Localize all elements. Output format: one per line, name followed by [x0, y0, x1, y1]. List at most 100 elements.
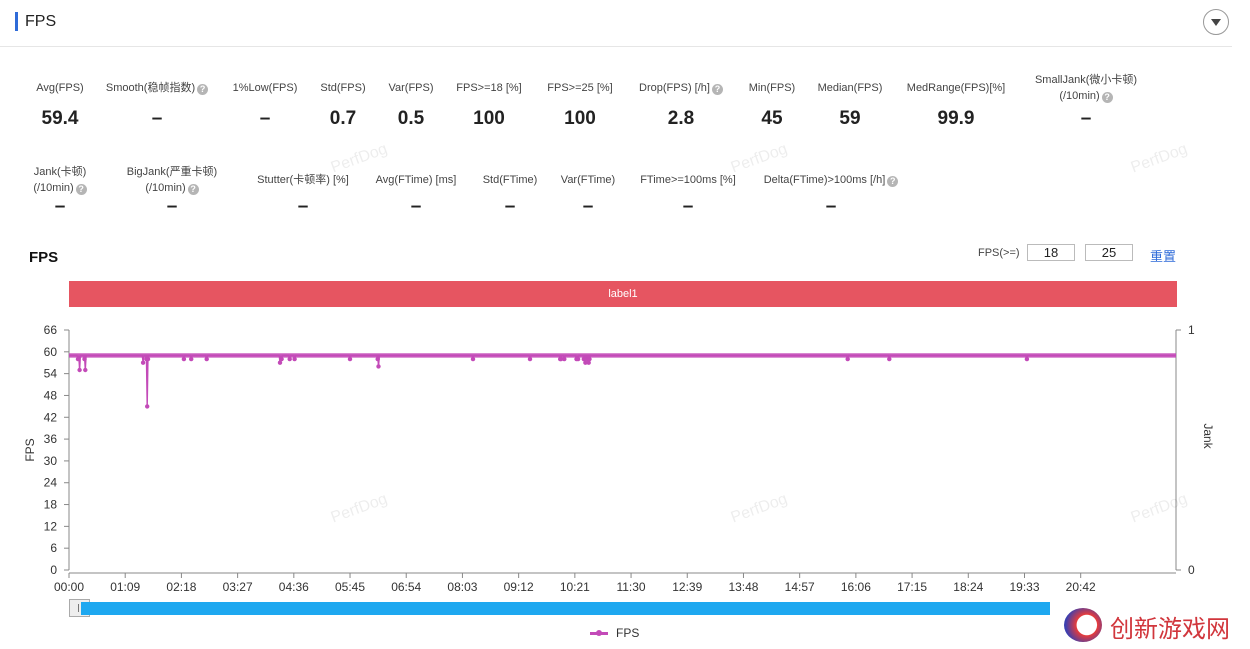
- collapse-toggle-icon[interactable]: [1203, 9, 1229, 35]
- fps-data-point: [75, 356, 81, 362]
- metric-metrics_row2-2: Stutter(卡顿率) [%] –: [248, 172, 358, 217]
- x-tick-label: 10:21: [560, 580, 590, 594]
- metric-label: Avg(FPS): [36, 82, 84, 94]
- metric-value: 0.5: [397, 108, 425, 129]
- fps-data-point: [292, 356, 297, 362]
- metric-metrics_row2-0: Jank(卡顿) (/10min)? –: [18, 164, 102, 217]
- y2-tick-label: 0: [1188, 563, 1195, 577]
- y-tick-label: 6: [50, 541, 57, 555]
- metric-metrics_row1-10: MedRange(FPS)[%] 99.9: [898, 80, 1014, 129]
- metric-value: 2.8: [667, 108, 695, 129]
- fps-data-point: [887, 356, 892, 362]
- metric-metrics_row1-1: Smooth(稳帧指数)? –: [104, 80, 210, 129]
- help-icon[interactable]: ?: [1101, 92, 1113, 103]
- brand-logo: 创新游戏网: [1064, 606, 1244, 644]
- legend-swatch: [590, 630, 608, 637]
- fps-data-point: [287, 356, 292, 362]
- metric-metrics_row2-4: Std(FTime) –: [470, 172, 550, 217]
- fps-data-point: [470, 356, 476, 362]
- y-tick-label: 30: [44, 454, 58, 468]
- fps-data-point: [583, 360, 588, 365]
- y-tick-label: 18: [44, 498, 58, 512]
- x-tick-label: 19:33: [1009, 580, 1039, 594]
- threshold-low-input[interactable]: 18: [1027, 244, 1075, 261]
- y-axis-title: FPS: [23, 438, 37, 461]
- range-slider-track[interactable]: [81, 602, 1050, 615]
- metric-label: BigJank(严重卡顿): [126, 166, 218, 178]
- metric-metrics_row1-3: Std(FPS) 0.7: [310, 80, 376, 129]
- metric-label: Min(FPS): [748, 82, 796, 94]
- chart-title: FPS: [29, 249, 59, 266]
- fps-data-point: [585, 356, 591, 362]
- fps-data-point: [376, 364, 381, 369]
- x-tick-label: 06:54: [391, 580, 421, 594]
- help-icon[interactable]: ?: [887, 176, 899, 187]
- metric-value: –: [410, 196, 422, 217]
- metric-metrics_row2-3: Avg(FTime) [ms] –: [366, 172, 466, 217]
- y-tick-label: 66: [44, 323, 58, 337]
- metric-value: 100: [473, 108, 505, 129]
- fps-data-point: [347, 356, 353, 362]
- x-tick-label: 08:03: [447, 580, 477, 594]
- help-icon[interactable]: ?: [75, 184, 87, 195]
- x-tick-label: 05:45: [335, 580, 365, 594]
- x-tick-label: 13:48: [728, 580, 758, 594]
- y-tick-label: 0: [50, 563, 57, 577]
- metric-value: 100: [564, 108, 596, 129]
- metric-label: Delta(FTime)>100ms [/h]?: [752, 172, 910, 188]
- section-title: FPS: [25, 13, 57, 30]
- x-tick-label: 14:57: [785, 580, 815, 594]
- watermark-4: PerfDog: [728, 490, 790, 527]
- fps-data-point: [140, 360, 146, 365]
- fps-data-point: [277, 360, 283, 365]
- chart-legend[interactable]: FPS: [590, 626, 639, 640]
- metric-label: Smooth(稳帧指数)?: [104, 80, 210, 96]
- metric-metrics_row2-1: BigJank(严重卡顿) (/10min)? –: [114, 164, 230, 217]
- legend-label: FPS: [616, 626, 640, 640]
- metric-label: FPS>=25 [%]: [547, 82, 613, 94]
- y-tick-label: 42: [44, 410, 58, 424]
- metric-label: SmallJank(微小卡顿): [1034, 74, 1138, 86]
- metric-metrics_row1-8: Min(FPS) 45: [742, 80, 802, 129]
- x-tick-label: 16:06: [841, 580, 871, 594]
- x-tick-label: 01:09: [110, 580, 140, 594]
- threshold-label: FPS(>=): [978, 247, 1020, 259]
- section-header: FPS: [0, 0, 1232, 47]
- fps-data-point: [145, 356, 151, 362]
- watermark-5: PerfDog: [1128, 490, 1190, 527]
- x-tick-label: 17:15: [897, 580, 927, 594]
- metric-label: MedRange(FPS)[%]: [906, 82, 1006, 94]
- x-tick-label: 00:00: [54, 580, 84, 594]
- metric-value: –: [297, 196, 309, 217]
- help-icon[interactable]: ?: [187, 184, 199, 195]
- metric-label: Var(FPS): [388, 82, 434, 94]
- reset-link[interactable]: 重置: [1150, 249, 1177, 264]
- label-band[interactable]: label1: [69, 281, 1177, 307]
- y2-tick-label: 1: [1188, 323, 1195, 337]
- fps-series-band: [69, 353, 1176, 358]
- x-tick-label: 03:27: [223, 580, 253, 594]
- x-tick-label: 20:42: [1066, 580, 1096, 594]
- metric-value: –: [166, 196, 178, 217]
- brand-logo-icon: [1064, 608, 1102, 642]
- metric-metrics_row1-0: Avg(FPS) 59.4: [18, 80, 102, 129]
- fps-data-point: [145, 404, 150, 409]
- metric-value: 99.9: [937, 108, 975, 129]
- fps-data-point: [375, 356, 380, 362]
- metric-value: 45: [761, 108, 783, 129]
- metric-value: –: [259, 108, 271, 129]
- metric-metrics_row2-6: FTime>=100ms [%] –: [628, 172, 748, 217]
- y-tick-label: 36: [44, 432, 58, 446]
- fps-data-point: [204, 356, 209, 362]
- help-icon[interactable]: ?: [197, 84, 209, 95]
- metric-value: –: [825, 196, 837, 217]
- metric-metrics_row1-11: SmallJank(微小卡顿) (/10min)? –: [1022, 72, 1150, 129]
- threshold-high-input[interactable]: 25: [1085, 244, 1133, 261]
- y2-axis-title: Jank: [1201, 423, 1215, 449]
- metric-label: Std(FPS): [320, 82, 366, 94]
- metric-value: –: [1080, 108, 1092, 129]
- metric-label-unit: (/10min)?: [1022, 88, 1150, 104]
- fps-data-point: [83, 367, 88, 373]
- fps-data-point: [586, 360, 591, 365]
- help-icon[interactable]: ?: [711, 84, 723, 95]
